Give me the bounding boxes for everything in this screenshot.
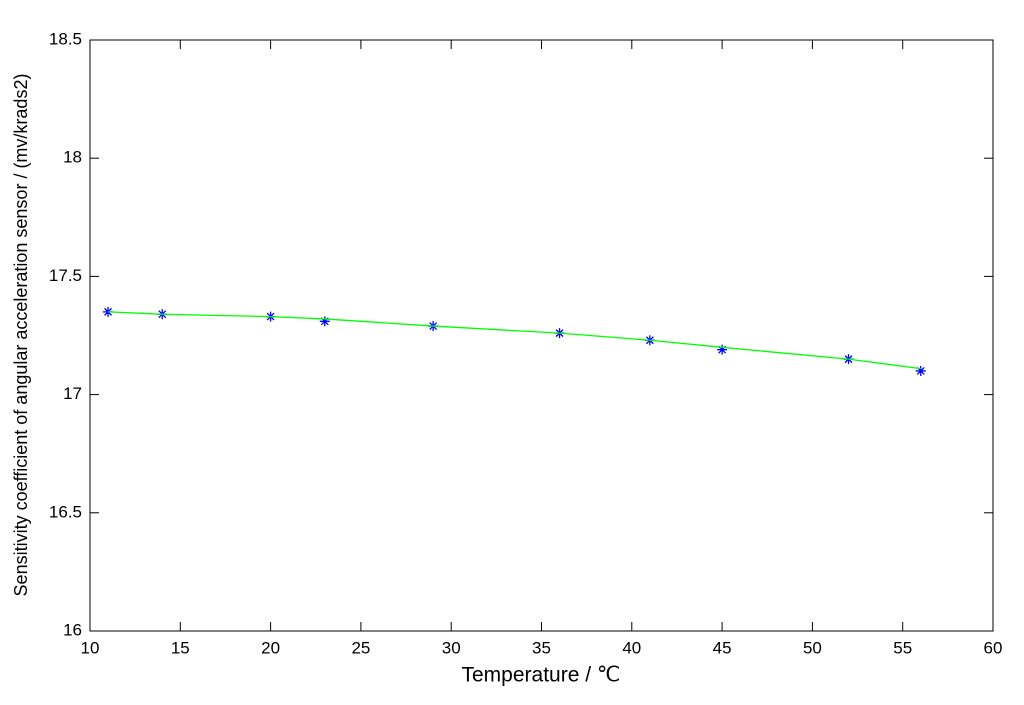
y-tick-label: 17 xyxy=(63,384,82,403)
x-tick-label: 35 xyxy=(532,638,551,657)
x-tick-label: 10 xyxy=(81,638,100,657)
y-axis-label: Sensitivity coefficient of angular accel… xyxy=(11,74,31,597)
marker xyxy=(319,316,330,327)
x-tick-label: 40 xyxy=(622,638,641,657)
x-tick-label: 25 xyxy=(351,638,370,657)
marker xyxy=(717,344,728,355)
x-axis-label: Temperature / ℃ xyxy=(462,664,621,687)
x-tick-label: 45 xyxy=(713,638,732,657)
x-tick-label: 50 xyxy=(803,638,822,657)
x-tick-label: 55 xyxy=(893,638,912,657)
marker xyxy=(915,365,926,376)
y-tick-label: 16 xyxy=(63,620,82,639)
y-tick-label: 18.5 xyxy=(49,29,82,48)
x-tick-label: 15 xyxy=(171,638,190,657)
x-tick-label: 30 xyxy=(442,638,461,657)
x-tick-label: 60 xyxy=(984,638,1003,657)
series-line xyxy=(108,311,921,370)
plot-frame xyxy=(89,39,994,632)
y-tick-label: 16.5 xyxy=(49,502,82,521)
y-tick-label: 17.5 xyxy=(49,266,82,285)
x-tick-label: 20 xyxy=(261,638,280,657)
y-tick-label: 18 xyxy=(63,148,82,167)
